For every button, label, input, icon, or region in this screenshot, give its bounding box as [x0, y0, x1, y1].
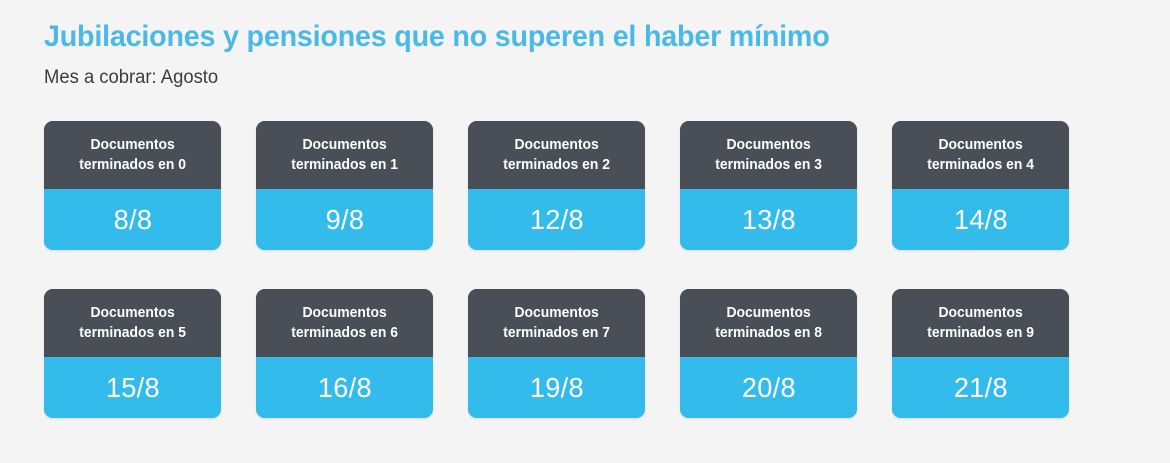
card-header: Documentos terminados en 2: [468, 121, 645, 189]
card-body: 16/8: [256, 357, 433, 418]
payment-card-digit-2[interactable]: Documentos terminados en 2 12/8: [468, 121, 645, 250]
card-body: 12/8: [468, 189, 645, 250]
payment-card-digit-3[interactable]: Documentos terminados en 3 13/8: [680, 121, 857, 250]
card-header-label: Documentos terminados en 7: [503, 303, 610, 343]
card-header-line2: terminados en 7: [503, 325, 610, 341]
card-header: Documentos terminados en 6: [256, 289, 433, 357]
card-header-line2: terminados en 9: [927, 325, 1034, 341]
card-payment-date: 9/8: [325, 203, 364, 235]
card-header: Documentos terminados en 8: [680, 289, 857, 357]
card-header-line2: terminados en 8: [715, 325, 822, 341]
card-header-line2: terminados en 4: [927, 157, 1034, 173]
card-header-line1: Documentos: [938, 305, 1023, 321]
card-header-line2: terminados en 1: [291, 157, 398, 173]
card-header-line2: terminados en 2: [503, 157, 610, 173]
card-header: Documentos terminados en 1: [256, 121, 433, 189]
card-payment-date: 16/8: [317, 371, 372, 403]
card-row-second: Documentos terminados en 5 15/8 Document…: [44, 289, 1126, 418]
card-payment-date: 13/8: [741, 203, 796, 235]
card-header: Documentos terminados en 3: [680, 121, 857, 189]
card-row-first: Documentos terminados en 0 8/8 Documento…: [44, 121, 1126, 250]
card-header-label: Documentos terminados en 3: [715, 135, 822, 175]
payment-card-grid: Documentos terminados en 0 8/8 Documento…: [44, 121, 1126, 418]
payment-card-digit-1[interactable]: Documentos terminados en 1 9/8: [256, 121, 433, 250]
card-header-line2: terminados en 6: [291, 325, 398, 341]
card-header-line1: Documentos: [302, 137, 387, 153]
card-header-line1: Documentos: [938, 137, 1023, 153]
card-body: 21/8: [892, 357, 1069, 418]
card-header-label: Documentos terminados en 8: [715, 303, 822, 343]
payment-card-digit-4[interactable]: Documentos terminados en 4 14/8: [892, 121, 1069, 250]
card-header-line2: terminados en 5: [79, 325, 186, 341]
payment-card-digit-8[interactable]: Documentos terminados en 8 20/8: [680, 289, 857, 418]
card-payment-date: 15/8: [105, 371, 160, 403]
card-header-label: Documentos terminados en 1: [291, 135, 398, 175]
card-header-line1: Documentos: [302, 305, 387, 321]
card-body: 15/8: [44, 357, 221, 418]
payment-card-digit-5[interactable]: Documentos terminados en 5 15/8: [44, 289, 221, 418]
card-payment-date: 14/8: [953, 203, 1008, 235]
card-body: 19/8: [468, 357, 645, 418]
card-header: Documentos terminados en 5: [44, 289, 221, 357]
card-payment-date: 20/8: [741, 371, 796, 403]
page-subtitle-month: Mes a cobrar: Agosto: [44, 67, 219, 88]
card-header-label: Documentos terminados en 4: [927, 135, 1034, 175]
payment-card-digit-9[interactable]: Documentos terminados en 9 21/8: [892, 289, 1069, 418]
card-payment-date: 21/8: [953, 371, 1008, 403]
card-header-line1: Documentos: [514, 137, 599, 153]
card-body: 8/8: [44, 189, 221, 250]
card-header: Documentos terminados en 4: [892, 121, 1069, 189]
card-header-line2: terminados en 3: [715, 157, 822, 173]
card-header-line1: Documentos: [90, 305, 175, 321]
card-header-label: Documentos terminados en 6: [291, 303, 398, 343]
payment-card-digit-6[interactable]: Documentos terminados en 6 16/8: [256, 289, 433, 418]
card-header-label: Documentos terminados en 0: [79, 135, 186, 175]
card-header-label: Documentos terminados en 5: [79, 303, 186, 343]
card-header-label: Documentos terminados en 9: [927, 303, 1034, 343]
card-header-line1: Documentos: [726, 305, 811, 321]
payment-card-digit-0[interactable]: Documentos terminados en 0 8/8: [44, 121, 221, 250]
card-header-label: Documentos terminados en 2: [503, 135, 610, 175]
card-body: 14/8: [892, 189, 1069, 250]
card-header-line1: Documentos: [514, 305, 599, 321]
payment-card-digit-7[interactable]: Documentos terminados en 7 19/8: [468, 289, 645, 418]
card-header: Documentos terminados en 7: [468, 289, 645, 357]
card-header-line2: terminados en 0: [79, 157, 186, 173]
card-header: Documentos terminados en 0: [44, 121, 221, 189]
card-header-line1: Documentos: [726, 137, 811, 153]
card-header: Documentos terminados en 9: [892, 289, 1069, 357]
card-body: 20/8: [680, 357, 857, 418]
card-payment-date: 12/8: [529, 203, 584, 235]
card-payment-date: 8/8: [113, 203, 152, 235]
card-header-line1: Documentos: [90, 137, 175, 153]
page-title: Jubilaciones y pensiones que no superen …: [44, 20, 830, 53]
card-body: 9/8: [256, 189, 433, 250]
card-body: 13/8: [680, 189, 857, 250]
card-payment-date: 19/8: [529, 371, 584, 403]
